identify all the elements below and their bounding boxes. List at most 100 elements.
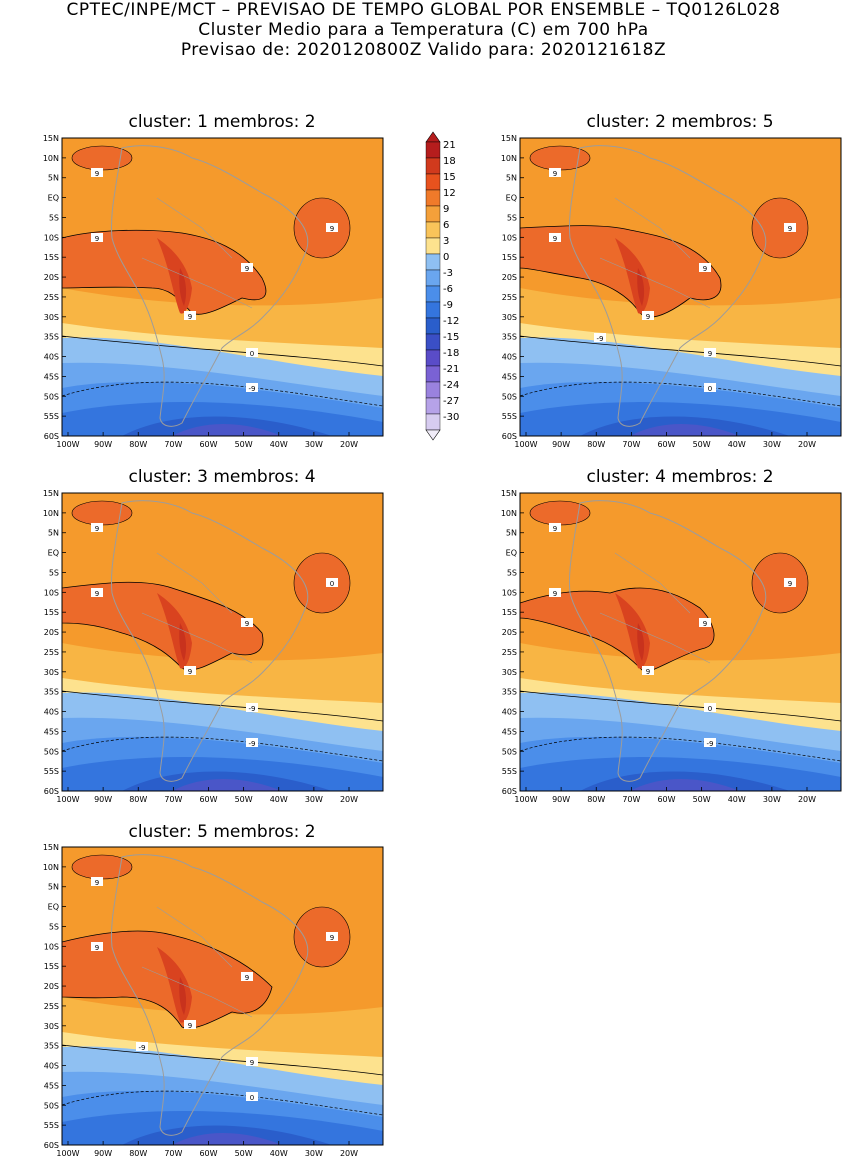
lat-label: 25S: [44, 293, 59, 302]
contour-label: 0: [246, 348, 258, 358]
contour-label: 9: [704, 348, 716, 358]
colorbar-swatch: [425, 205, 441, 223]
continent-outline: [111, 500, 309, 782]
band-neg18: [172, 779, 282, 791]
contour-label: 9: [326, 932, 338, 942]
colorbar-swatch: [425, 381, 441, 399]
lon-label: 80W: [129, 440, 147, 449]
colorbar-label: 18: [443, 156, 456, 167]
lat-label: 60S: [502, 432, 517, 441]
svg-text:9: 9: [245, 620, 249, 628]
warm-patch: [71, 500, 133, 526]
contour-label: -9: [594, 333, 606, 343]
warm-core: [520, 225, 722, 318]
svg-text:9: 9: [95, 944, 99, 952]
lat-label: 35S: [44, 333, 59, 342]
lon-label: 20W: [798, 440, 816, 449]
temperature-map-1: 15N 10N 5N EQ 5S 10S 15S 20S 25S 30S 35S 40S 45S 50S 5…: [43, 134, 384, 449]
lat-label: 50S: [44, 392, 59, 401]
lat-label: 55S: [502, 767, 517, 776]
lon-label: 90W: [94, 440, 112, 449]
lon-label: 20W: [340, 440, 358, 449]
colorbar-label: -9: [443, 300, 453, 311]
warm-patch: [751, 552, 809, 614]
warm-core: [62, 581, 264, 671]
colorbar-label: -6: [443, 284, 453, 295]
svg-text:9: 9: [188, 313, 192, 321]
contour-label: -9: [136, 1042, 148, 1052]
lat-label: 5S: [49, 922, 59, 931]
lat-label: EQ: [506, 549, 517, 558]
lat-label: 10N: [501, 154, 517, 163]
lon-label: 90W: [552, 795, 570, 804]
lat-label: 5N: [48, 529, 59, 538]
temperature-map-5: 15N 10N 5N EQ 5S 10S 15S 20S 25S 30S 35S 40S 45S 50S 5…: [43, 843, 384, 1158]
colorbar-swatch: [425, 221, 441, 239]
lon-label: 100W: [56, 1149, 79, 1158]
lat-label: 40S: [502, 353, 517, 362]
lon-label: 20W: [340, 1149, 358, 1158]
colorbar-swatch: [425, 141, 441, 159]
lon-label: 30W: [305, 1149, 323, 1158]
lon-label: 90W: [94, 795, 112, 804]
contour-zero: [62, 690, 383, 722]
map-frame: [61, 846, 384, 1146]
colorbar-swatch: [425, 365, 441, 383]
lat-label: 50S: [44, 1101, 59, 1110]
svg-text:9: 9: [245, 974, 249, 982]
lat-label: 15N: [43, 134, 59, 143]
lat-label: 15N: [43, 489, 59, 498]
lon-label: 30W: [305, 440, 323, 449]
contour-label: 9: [642, 666, 654, 676]
lon-label: 30W: [763, 795, 781, 804]
lon-label: 100W: [514, 795, 537, 804]
country-borders: [599, 552, 711, 664]
svg-text:9: 9: [703, 265, 707, 273]
lat-label: 10N: [501, 509, 517, 518]
lon-label: 60W: [657, 440, 675, 449]
contour-neg9: [520, 736, 841, 762]
lon-label: 70W: [622, 795, 640, 804]
colorbar-label: 12: [443, 188, 456, 199]
colorbar-label: 6: [443, 220, 449, 231]
contour-neg9: [62, 736, 383, 762]
contour-label: 0: [326, 578, 338, 588]
lon-label: 100W: [56, 440, 79, 449]
lon-label: 70W: [164, 440, 182, 449]
lon-label: 20W: [340, 795, 358, 804]
lat-label: 20S: [502, 273, 517, 282]
contour-label: 9: [549, 233, 561, 243]
page-header: CPTEC/INPE/MCT – PREVISAO DE TEMPO GLOBA…: [0, 0, 847, 60]
warm-patch: [751, 197, 809, 259]
contour-label: 9: [784, 223, 796, 233]
contour-label: 9: [699, 618, 711, 628]
lon-label: 90W: [94, 1149, 112, 1158]
lat-label: EQ: [48, 549, 59, 558]
lon-label: 50W: [693, 795, 711, 804]
band-neg18: [630, 424, 740, 436]
colorbar-swatch: [425, 269, 441, 287]
lat-label: 45S: [502, 727, 517, 736]
lat-label: 5S: [49, 568, 59, 577]
lon-label: 60W: [199, 440, 217, 449]
lat-label: 10N: [43, 509, 59, 518]
contour-label: 0: [704, 383, 716, 393]
lat-label: 35S: [502, 688, 517, 697]
lon-label: 50W: [235, 1149, 253, 1158]
svg-text:9: 9: [330, 225, 334, 233]
lat-label: 5S: [49, 213, 59, 222]
colorbar-bottom-arrow: [425, 429, 441, 441]
contour-zero: [62, 335, 383, 367]
svg-text:9: 9: [708, 350, 712, 358]
lon-label: 70W: [622, 440, 640, 449]
lon-label: 80W: [587, 440, 605, 449]
hottest-core: [179, 623, 187, 661]
svg-text:9: 9: [788, 225, 792, 233]
lat-label: 5N: [48, 174, 59, 183]
svg-text:-9: -9: [707, 740, 714, 748]
lon-label: 40W: [270, 795, 288, 804]
contour-label: 9: [241, 972, 253, 982]
lat-label: 5S: [507, 568, 517, 577]
temperature-colorbar: 21 18 15 12 9 6 3 0 -3 -6 -9 -12 -15 -18 -21 -24 -27 -30: [425, 131, 459, 441]
warm-patch: [293, 197, 351, 259]
